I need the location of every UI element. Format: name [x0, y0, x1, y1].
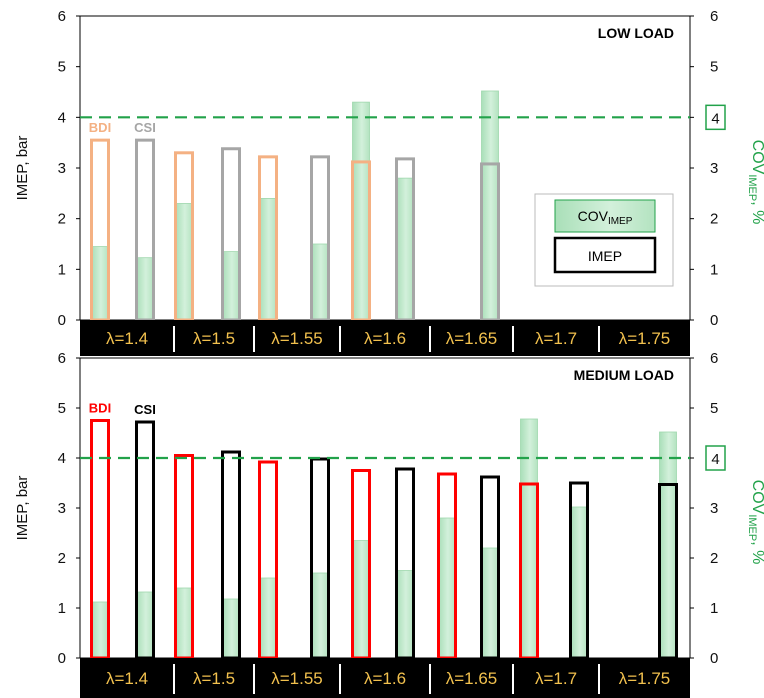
- cov-bar: [175, 203, 193, 321]
- category-label: λ=1.6: [364, 329, 406, 348]
- y-tick-label: 2: [58, 550, 66, 567]
- cov-bar: [352, 540, 370, 659]
- y-tick-label: 6: [58, 350, 66, 367]
- legend-cov-main: COV: [578, 208, 609, 224]
- y2-tick-label: 3: [710, 160, 718, 177]
- cov-bar: [311, 572, 329, 659]
- y2-title-sub: IMEP: [746, 514, 758, 541]
- y2-title-sub: IMEP: [746, 174, 758, 201]
- y2-tick-label: 1: [710, 261, 718, 278]
- cov-bar: [91, 601, 109, 659]
- y-tick-label: 4: [58, 109, 66, 126]
- y2-tick-label: 5: [710, 400, 718, 417]
- category-label: λ=1.55: [271, 329, 323, 348]
- cov-bar: [520, 418, 538, 659]
- cov-bar: [259, 577, 277, 659]
- series-label: CSI: [134, 120, 156, 135]
- category-strip: [80, 320, 690, 356]
- cov-bar: [481, 547, 499, 659]
- threshold-box: [705, 104, 726, 131]
- threshold-box: [705, 445, 726, 471]
- chart-panel-1: 0 0 1 1 2 2 3 3 4 5 5 6 6 4 IMEP, bar COVIMEP, % MEDIUM …: [14, 350, 764, 698]
- y2-title-main: COV: [749, 140, 764, 175]
- y2-tick-label: 6: [710, 350, 718, 367]
- y-tick-label: 3: [58, 160, 66, 177]
- category-label: λ=1.5: [193, 329, 235, 348]
- category-label: λ=1.65: [446, 669, 498, 688]
- plot-frame: [79, 357, 691, 659]
- cov-bar: [659, 431, 677, 659]
- y2-title-unit: , %: [749, 201, 764, 224]
- cov-bar: [91, 246, 109, 321]
- cov-bar: [481, 90, 499, 321]
- cov-bar: [175, 587, 193, 659]
- legend-cov-label: COVIMEP: [578, 208, 633, 227]
- category-label: λ=1.4: [106, 329, 148, 348]
- y2-axis-title: COVIMEP, %: [746, 140, 764, 225]
- cov-bar: [222, 598, 240, 659]
- y-tick-label: 1: [58, 600, 66, 617]
- cov-bar: [136, 591, 154, 659]
- y2-title-main: COV: [749, 480, 764, 515]
- y-tick-label: 3: [58, 500, 66, 517]
- y2-tick-label: 3: [710, 500, 718, 517]
- legend-imep-label: IMEP: [588, 248, 622, 264]
- y-tick-label: 5: [58, 400, 66, 417]
- series-label: BDI: [89, 401, 111, 416]
- series-label: CSI: [134, 402, 156, 417]
- y2-tick-label: 2: [710, 550, 718, 567]
- y2-tick-label: 2: [710, 211, 718, 228]
- cov-bar: [311, 243, 329, 321]
- category-label: λ=1.4: [106, 669, 148, 688]
- category-label: λ=1.75: [619, 669, 671, 688]
- y2-tick-label: 0: [710, 312, 718, 329]
- panel-title: MEDIUM LOAD: [574, 367, 674, 383]
- y-tick-label: 1: [58, 261, 66, 278]
- y2-tick-label: 0: [710, 650, 718, 667]
- cov-bar: [259, 197, 277, 321]
- category-label: λ=1.7: [535, 669, 577, 688]
- cov-bar: [352, 101, 370, 321]
- threshold-value: 4: [711, 451, 719, 468]
- series-label: BDI: [89, 120, 111, 135]
- y2-tick-label: 1: [710, 600, 718, 617]
- cov-bar: [136, 257, 154, 321]
- cov-bar: [570, 506, 588, 659]
- y-tick-label: 0: [58, 312, 66, 329]
- y2-tick-label: 5: [710, 59, 718, 76]
- category-label: λ=1.6: [364, 669, 406, 688]
- cov-bar: [396, 570, 414, 659]
- category-strip: [80, 658, 690, 698]
- panel-title: LOW LOAD: [598, 25, 674, 41]
- y-tick-label: 2: [58, 211, 66, 228]
- cov-bar: [438, 517, 456, 659]
- y2-title-unit: , %: [749, 541, 764, 564]
- cov-bar: [222, 251, 240, 321]
- y-tick-label: 6: [58, 8, 66, 25]
- category-label: λ=1.75: [619, 329, 671, 348]
- y2-axis-title: COVIMEP, %: [746, 480, 764, 565]
- threshold-value: 4: [711, 110, 719, 127]
- y-tick-label: 0: [58, 650, 66, 667]
- legend-cov-swatch: [554, 199, 656, 233]
- cov-bar: [396, 177, 414, 321]
- category-label: λ=1.5: [193, 669, 235, 688]
- y-axis-title: IMEP, bar: [14, 476, 31, 541]
- category-label: λ=1.55: [271, 669, 323, 688]
- y-tick-label: 5: [58, 59, 66, 76]
- legend-cov-sub: IMEP: [608, 216, 633, 227]
- y-axis-title: IMEP, bar: [14, 136, 31, 201]
- category-label: λ=1.7: [535, 329, 577, 348]
- y2-tick-label: 6: [710, 8, 718, 25]
- legend-imep-swatch: [553, 236, 657, 274]
- y-tick-label: 4: [58, 450, 66, 467]
- category-label: λ=1.65: [446, 329, 498, 348]
